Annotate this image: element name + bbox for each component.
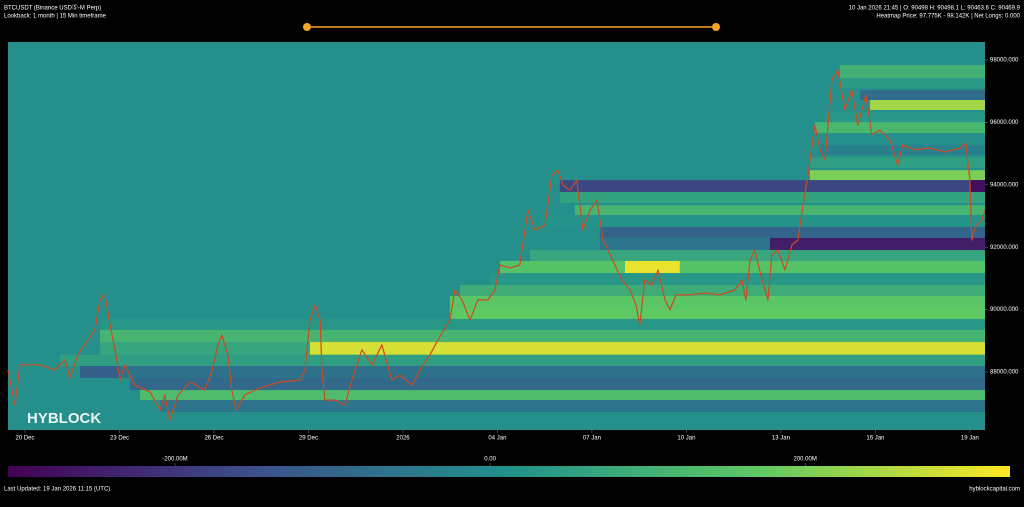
heatmap-band bbox=[559, 192, 985, 203]
heatmap-band bbox=[59, 354, 986, 367]
heatmap-band bbox=[559, 180, 985, 193]
heatmap-band bbox=[819, 144, 985, 155]
heatmap-band bbox=[499, 260, 985, 274]
heatmap-band bbox=[139, 390, 986, 401]
heatmap-band bbox=[449, 307, 985, 319]
subtitle: Lookback: 1 month | 15 Min timeframe bbox=[4, 14, 107, 20]
x-tick-label: 04 Jan bbox=[488, 436, 506, 442]
source: hyblockcapital.com bbox=[969, 487, 1020, 493]
slider-handle[interactable] bbox=[712, 23, 720, 31]
heatmap-band bbox=[99, 342, 311, 355]
x-tick-label: 19 Jan bbox=[961, 436, 979, 442]
colorbar-tick-label: 0.00 bbox=[484, 457, 496, 463]
heatmap-band bbox=[625, 260, 680, 274]
heatmap-band bbox=[969, 180, 985, 193]
y-tick-label: 92000.000 bbox=[990, 245, 1019, 251]
x-tick-label: 26 Dec bbox=[204, 436, 223, 442]
x-tick-label: 2026 bbox=[396, 436, 410, 442]
heatmap-band bbox=[310, 342, 985, 355]
heatmap-band bbox=[160, 400, 985, 412]
y-tick-label: 88000.000 bbox=[990, 370, 1019, 376]
x-tick-label: 10 Jan bbox=[677, 436, 695, 442]
x-tick-label: 16 Jan bbox=[866, 436, 884, 442]
heatmap-band bbox=[839, 78, 985, 89]
heatmap-band bbox=[539, 215, 985, 227]
colorbar-tick-label: -200.00M bbox=[162, 457, 187, 463]
heatmap-info: Heatmap Price: 97.775K - 98.142K | Net L… bbox=[876, 14, 1020, 20]
slider-handle[interactable] bbox=[303, 23, 311, 31]
price-line bbox=[7, 69, 986, 421]
y-tick-label: 94000.000 bbox=[990, 182, 1019, 188]
heatmap-band bbox=[839, 65, 985, 79]
x-tick-label: 13 Jan bbox=[772, 436, 790, 442]
heatmap-band bbox=[129, 377, 985, 391]
x-tick-label: 07 Jan bbox=[583, 436, 601, 442]
colorbar bbox=[8, 466, 1010, 477]
heatmap-band bbox=[80, 366, 985, 378]
colorbar-tick-label: 200.00M bbox=[794, 457, 817, 463]
heatmap-band bbox=[99, 329, 985, 343]
heatmap-band bbox=[449, 295, 985, 308]
heatmap-band bbox=[99, 318, 985, 330]
x-tick-label: 23 Dec bbox=[110, 436, 129, 442]
heatmap-band bbox=[859, 90, 985, 101]
heatmap-band bbox=[459, 284, 986, 296]
watermark: HYBLOCK bbox=[27, 410, 101, 427]
y-tick-label: 90000.000 bbox=[990, 307, 1019, 313]
heatmap-band bbox=[489, 273, 985, 285]
heatmap-band bbox=[809, 170, 985, 181]
heatmap-band bbox=[599, 237, 770, 251]
title: BTCUSDT (Binance USDⓈ-M Perp) bbox=[4, 4, 101, 12]
heatmap-band bbox=[599, 226, 985, 238]
heatmap-band bbox=[529, 250, 985, 261]
heatmap-band bbox=[870, 100, 985, 110]
x-tick-label: 29 Dec bbox=[299, 436, 318, 442]
footer: Last Updated: 19 Jan 2026 11:15 (UTC) bbox=[4, 487, 110, 493]
heatmap-band bbox=[574, 205, 985, 216]
y-tick-label: 98000.000 bbox=[990, 58, 1019, 64]
heatmap-band bbox=[825, 112, 985, 123]
y-tick-label: 96000.000 bbox=[990, 120, 1019, 126]
heatmap-band bbox=[769, 237, 985, 251]
ohlc-info: 10 Jan 2026 21:45 | O: 90498 H: 90498.1 … bbox=[849, 6, 1021, 12]
heatmap-band bbox=[80, 366, 121, 378]
x-tick-label: 20 Dec bbox=[15, 436, 34, 442]
heatmap-band bbox=[814, 122, 985, 134]
